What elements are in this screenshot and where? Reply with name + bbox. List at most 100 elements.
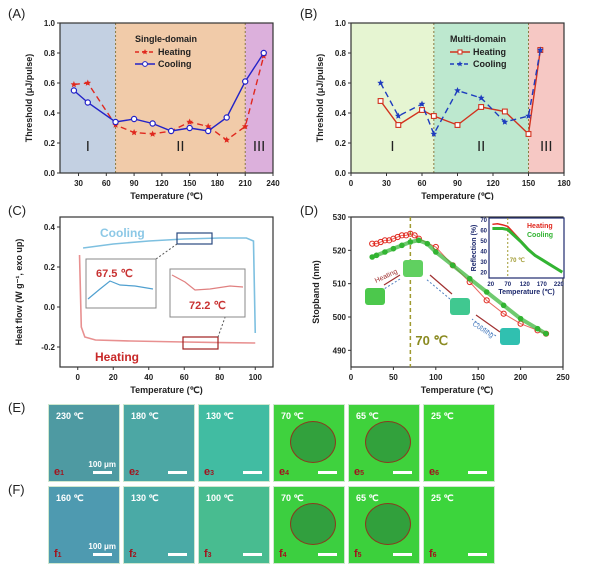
x-axis-label: Temperature (℃) — [130, 385, 202, 395]
cooling-arrow-label: Cooling — [471, 321, 495, 340]
crystal-structure-icon — [450, 298, 470, 315]
x-tick-label: 90 — [130, 179, 139, 188]
x-tick-label: 50 — [389, 373, 398, 382]
x-tick-label: 80 — [215, 373, 224, 382]
scale-bar — [93, 471, 112, 474]
x-axis-label: Temperature (℃) — [421, 385, 493, 395]
inset-x-tick-label: 70 — [504, 282, 511, 288]
cooling-arrow — [471, 318, 497, 337]
data-point — [149, 130, 156, 137]
scale-bar — [318, 471, 337, 474]
series-line-cooling — [371, 238, 548, 336]
x-tick-label: 60 — [180, 373, 189, 382]
data-point — [167, 127, 175, 135]
inset-x-tick-label: 220 — [554, 282, 565, 288]
heating-arrow — [383, 274, 401, 286]
data-point — [223, 114, 230, 121]
y-tick-label: 0.2 — [44, 139, 56, 148]
vline-label: 70 ℃ — [415, 333, 448, 348]
inset-x-tick-label: 170 — [537, 282, 548, 288]
y-axis-label: Threshold (μJ/pulse) — [315, 54, 325, 143]
scale-bar — [168, 553, 187, 556]
scale-bar — [168, 471, 187, 474]
zoom-box-heating — [182, 336, 219, 350]
inset-x-label: Temperature (℃) — [498, 288, 554, 296]
x-tick-label: 150 — [472, 373, 486, 382]
legend-label: Heating — [158, 47, 191, 57]
data-point — [112, 118, 119, 126]
region-I — [351, 23, 434, 173]
y-tick-label: 0.0 — [44, 169, 56, 178]
micrograph-e1: 230 ℃ e1 100 μm — [48, 404, 120, 482]
magnified-region — [365, 421, 411, 463]
subpanel-label: f1 — [54, 548, 62, 560]
data-point — [70, 87, 78, 94]
x-axis-label: Temperature (℃) — [421, 191, 493, 200]
legend-marker — [457, 49, 463, 55]
temperature-label: 25 ℃ — [431, 493, 454, 503]
legend-title: Multi-domain — [450, 34, 506, 44]
data-point — [204, 123, 212, 130]
data-point — [241, 123, 249, 130]
y-tick-label: 0.2 — [44, 263, 56, 272]
y-tick-label: 0.6 — [44, 79, 56, 88]
region-label: I — [390, 138, 394, 155]
subpanel-label: f3 — [204, 548, 212, 560]
data-point — [483, 297, 490, 304]
cooling-arrow — [383, 278, 401, 290]
x-tick-label: 180 — [557, 179, 571, 188]
inset-legend-cooling: Cooling — [527, 232, 553, 239]
data-point — [186, 118, 193, 125]
scale-bar — [393, 471, 412, 474]
legend-label: Heating — [473, 47, 506, 57]
x-tick-label: 120 — [155, 179, 169, 188]
x-tick-label: 180 — [211, 179, 225, 188]
magnified-region — [290, 503, 336, 545]
temperature-label: 65 ℃ — [356, 411, 379, 421]
inset-y-tick-label: 70 — [480, 218, 487, 224]
data-point — [537, 46, 544, 53]
region-label: I — [86, 138, 90, 155]
inset-y-tick-label: 40 — [480, 250, 487, 256]
y-tick-label: 0.8 — [335, 49, 347, 58]
inset-heating — [169, 268, 246, 318]
zoom-box-cooling — [176, 232, 213, 245]
scale-bar — [393, 553, 412, 556]
subpanel-label: e6 — [429, 466, 440, 478]
x-axis-label: Temperature (℃) — [130, 191, 202, 200]
subpanel-label: e1 — [54, 466, 65, 478]
temperature-label: 65 ℃ — [356, 493, 379, 503]
y-tick-label: 0.2 — [335, 139, 347, 148]
y-axis-label: Stopband (nm) — [311, 260, 321, 324]
y-tick-label: 0.6 — [335, 79, 347, 88]
legend-title: Single-domain — [135, 34, 197, 44]
inset-series-cooling — [492, 227, 564, 274]
scale-bar-label: 100 μm — [88, 542, 116, 551]
subpanel-label: e3 — [204, 466, 215, 478]
series-line-heating — [78, 254, 256, 344]
data-point — [395, 122, 402, 128]
data-point — [454, 87, 461, 94]
temperature-label: 130 ℃ — [206, 411, 234, 421]
region-label: II — [176, 138, 184, 155]
scale-bar — [318, 553, 337, 556]
heating-label: Heating — [95, 350, 139, 364]
scale-bar — [93, 553, 112, 556]
panel-label-b: (B) — [300, 6, 318, 21]
series-line-heating — [372, 233, 547, 335]
data-point — [525, 112, 532, 119]
x-tick-label: 0 — [349, 179, 354, 188]
x-tick-label: 30 — [74, 179, 83, 188]
data-point — [130, 129, 138, 136]
y-tick-label: 0.4 — [44, 109, 56, 118]
subpanel-label: f5 — [354, 548, 362, 560]
data-point — [430, 130, 438, 137]
data-point — [477, 94, 485, 101]
plot-frame — [350, 216, 564, 368]
temperature-label: 70 ℃ — [281, 493, 304, 503]
y-tick-label: 0.0 — [44, 303, 56, 312]
y-tick-label: 1.0 — [44, 19, 56, 28]
inset-y-tick-label: 50 — [480, 239, 487, 245]
